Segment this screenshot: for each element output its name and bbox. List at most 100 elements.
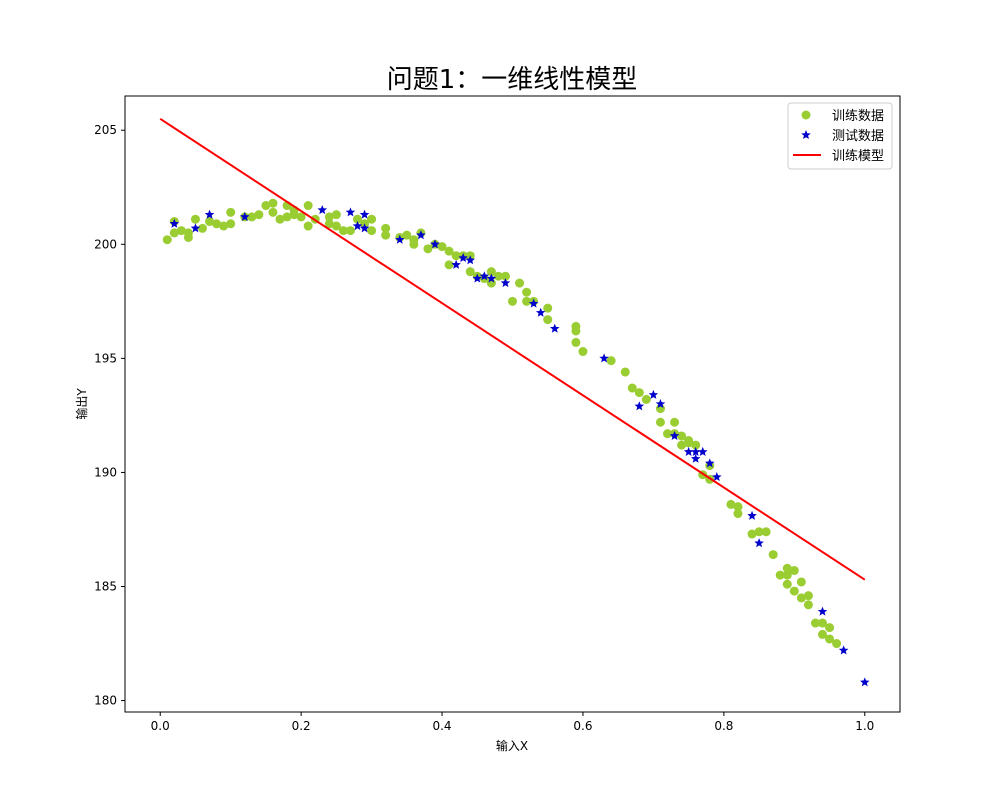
training-point (289, 210, 299, 220)
test-point (669, 430, 680, 440)
training-point (677, 440, 687, 450)
training-point (543, 315, 553, 325)
x-tick-label: 0.6 (573, 719, 592, 733)
training-point (810, 618, 820, 628)
training-point (324, 219, 334, 229)
training-point (522, 287, 532, 297)
training-point (176, 226, 186, 236)
test-point (359, 223, 370, 233)
y-tick-label: 205 (94, 123, 117, 137)
plot-area (125, 96, 900, 712)
training-point (655, 417, 665, 427)
test-point (395, 234, 405, 244)
training-point (353, 214, 362, 224)
y-tick-label: 190 (94, 465, 117, 479)
y-tick-label: 195 (94, 351, 117, 365)
training-point (198, 223, 207, 233)
test-point (634, 401, 645, 411)
training-point (261, 201, 271, 211)
chart-marks (159, 117, 870, 687)
training-point (331, 210, 341, 220)
training-point (493, 271, 503, 281)
legend-star-swatch (801, 130, 811, 140)
training-point (183, 232, 193, 242)
training-point (818, 629, 827, 639)
training-point (684, 438, 694, 448)
training-point (641, 394, 651, 404)
y-tick-label: 200 (94, 237, 117, 251)
test-point (683, 446, 694, 456)
x-tick-label: 0.4 (432, 719, 451, 733)
training-point (324, 212, 334, 222)
test-point (345, 207, 356, 217)
x-tick-label: 0.2 (292, 719, 311, 733)
training-point (670, 417, 680, 427)
training-point (409, 239, 419, 249)
training-point (275, 214, 285, 224)
training-point (733, 502, 743, 512)
training-point (803, 591, 813, 601)
training-point (796, 577, 806, 587)
training-point (444, 246, 454, 256)
training-point (754, 527, 764, 537)
training-point (677, 431, 687, 441)
training-point (825, 634, 835, 644)
training-point (423, 244, 433, 254)
test-point (190, 223, 201, 233)
training-point (818, 618, 827, 628)
test-point (817, 606, 828, 616)
training-point (303, 201, 313, 211)
training-point (508, 296, 517, 306)
training-point (691, 440, 701, 450)
test-point (430, 239, 440, 249)
training-point (761, 527, 771, 537)
test-point (359, 209, 370, 219)
training-point (162, 235, 172, 245)
training-point (367, 214, 377, 224)
training-point (303, 221, 313, 231)
training-point (789, 566, 799, 576)
y-axis-label: 输出Y (74, 388, 89, 420)
test-point (451, 259, 461, 269)
test-point (458, 252, 468, 263)
training-point (726, 499, 736, 509)
training-point (620, 367, 630, 377)
test-point (697, 446, 708, 456)
test-point (712, 472, 722, 482)
training-point (775, 570, 785, 580)
x-tick-label: 1.0 (855, 719, 874, 733)
x-axis: 0.0 0.2 0.4 0.6 0.8 1.0 (151, 712, 874, 733)
test-point (169, 218, 180, 228)
training-point (571, 326, 581, 336)
training-point (345, 226, 355, 236)
training-point (338, 226, 348, 236)
training-point (768, 550, 778, 560)
training-point (500, 271, 510, 281)
training-point (522, 296, 532, 306)
training-point (219, 221, 229, 231)
training-point (733, 509, 743, 519)
training-point (486, 267, 496, 277)
test-point (352, 221, 363, 231)
legend-label: 测试数据 (832, 129, 884, 144)
training-point (465, 267, 475, 277)
training-point (663, 429, 672, 439)
training-point (282, 212, 292, 222)
training-point (451, 251, 461, 261)
test-point (465, 255, 475, 265)
test-point (705, 458, 715, 468)
training-point (190, 214, 200, 224)
training-point (782, 563, 792, 573)
training-point (571, 337, 581, 347)
legend-label: 训练数据 (832, 109, 884, 124)
test-point (317, 205, 328, 215)
training-point (226, 219, 236, 229)
training-point (627, 383, 637, 393)
training-point (212, 219, 222, 229)
chart-title: 问题1：一维线性模型 (387, 65, 638, 95)
training-point (796, 593, 806, 603)
y-axis: 180 185 190 195 200 205 (94, 123, 125, 708)
training-point (296, 212, 306, 222)
test-point (472, 273, 483, 283)
